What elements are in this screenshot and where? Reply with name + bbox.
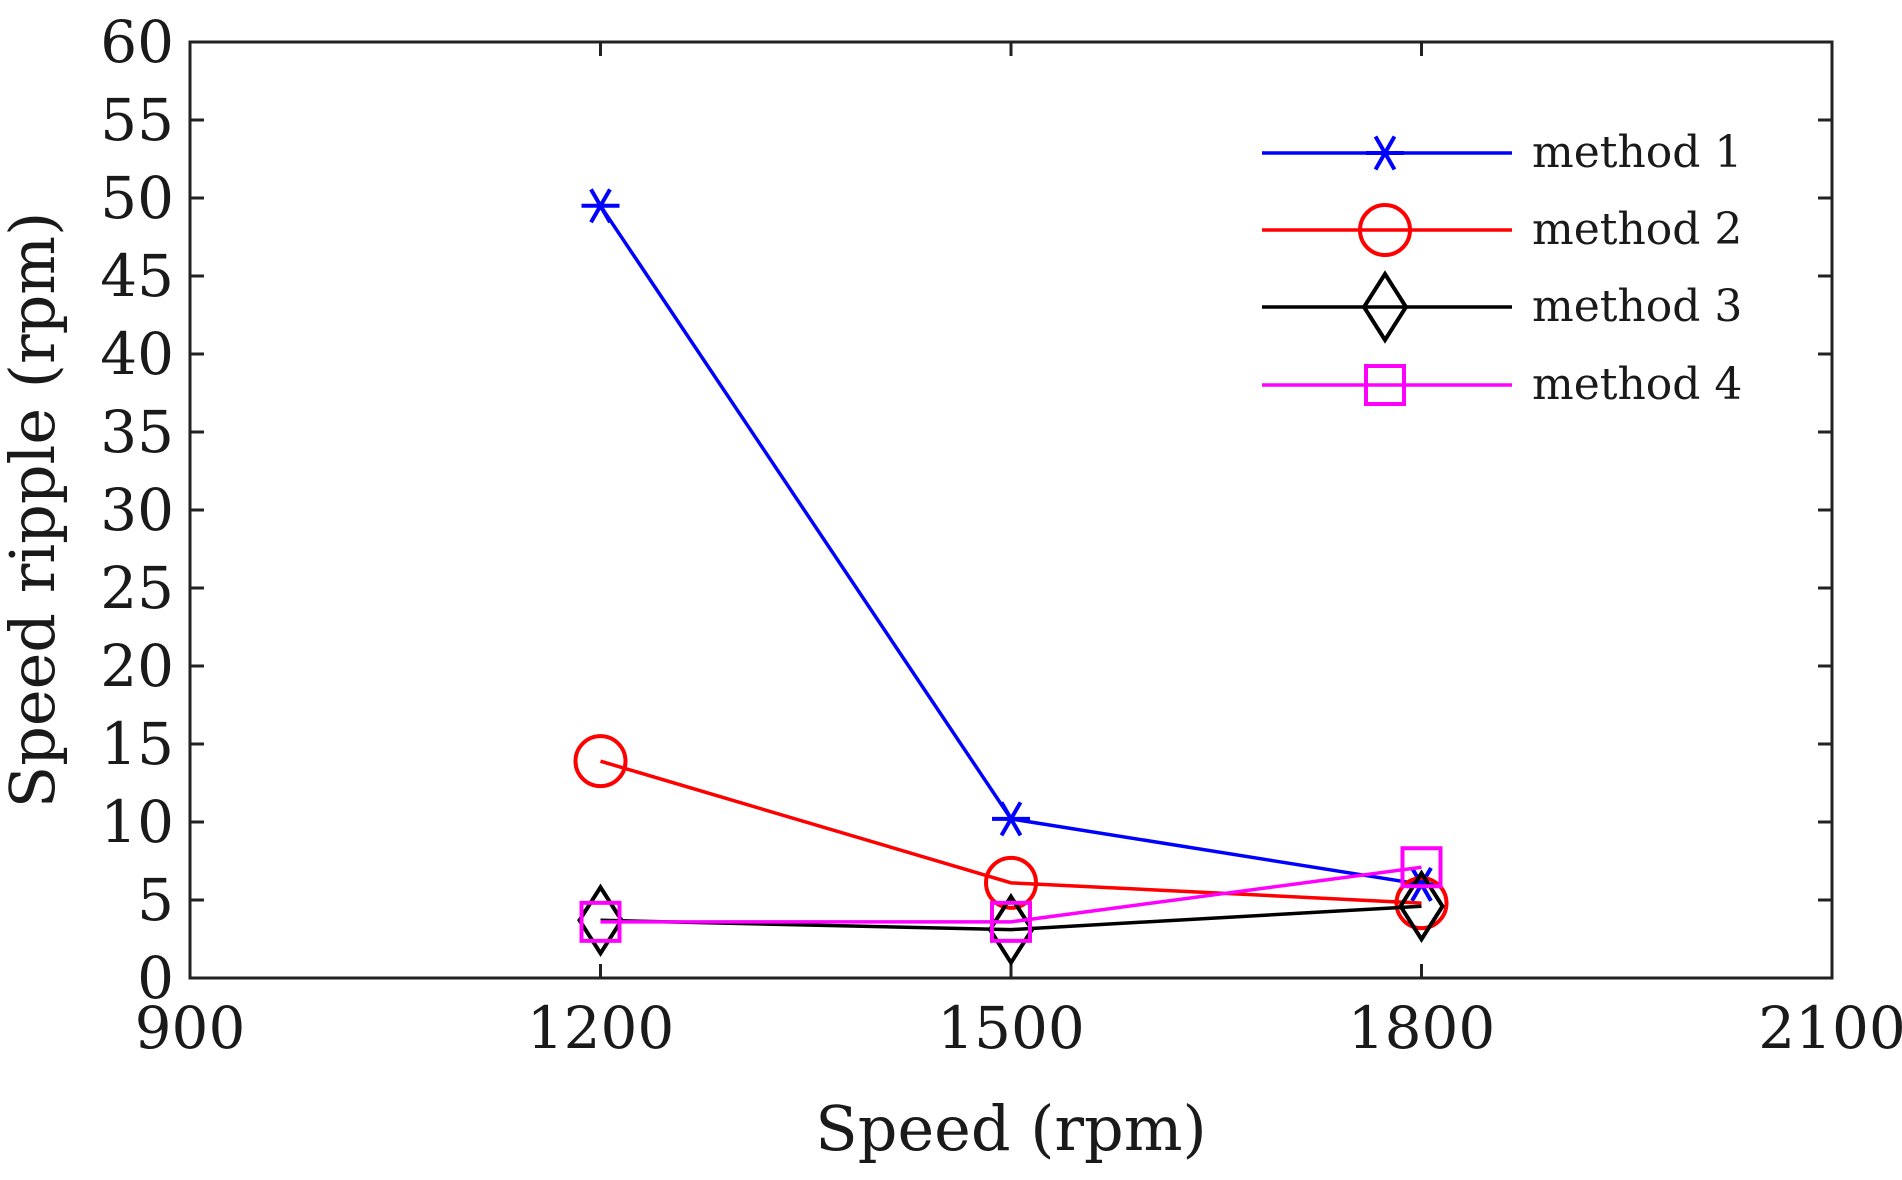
series-line xyxy=(600,759,1422,905)
data-point-asterisk xyxy=(581,188,620,224)
asterisk-stroke xyxy=(1373,135,1397,171)
x-axis: 900 1200 1500 1800 2100 xyxy=(135,42,1902,1062)
x-axis-label: Speed (rpm) xyxy=(815,1092,1206,1165)
series-method-1 xyxy=(581,188,1441,902)
legend-label: method 1 xyxy=(1532,127,1742,178)
asterisk-stroke xyxy=(589,188,612,224)
y-tick-label: 35 xyxy=(100,398,174,466)
legend-label: method 4 xyxy=(1532,359,1742,410)
x-tick-label: 900 xyxy=(135,994,246,1062)
plot-series xyxy=(573,188,1449,967)
data-point-square xyxy=(1400,846,1443,889)
data-point-circle xyxy=(1394,876,1449,931)
legend-marker-asterisk xyxy=(1366,135,1404,171)
y-tick-label: 55 xyxy=(100,86,174,154)
y-axis: 0 5 10 15 20 25 30 35 40 45 50 55 60 xyxy=(100,8,1832,1012)
y-tick-label: 25 xyxy=(100,554,174,622)
legend-label: method 3 xyxy=(1532,281,1742,332)
legend-item: method 4 xyxy=(1262,359,1742,410)
y-tick-label: 30 xyxy=(100,476,174,544)
x-tick-label: 1200 xyxy=(527,994,675,1062)
data-point-diamond xyxy=(577,883,624,958)
legend-marker-diamond xyxy=(1361,270,1409,344)
asterisk-stroke xyxy=(999,801,1023,837)
data-point-circle xyxy=(573,734,628,789)
legend-item: method 1 xyxy=(1262,127,1742,178)
series-method-3 xyxy=(577,869,1445,967)
series-line xyxy=(600,865,1422,924)
y-tick-label: 50 xyxy=(100,164,174,232)
y-tick-label: 10 xyxy=(100,788,174,856)
x-tick-label: 1500 xyxy=(937,994,1085,1062)
series-method-2 xyxy=(573,734,1449,931)
legend-label: method 2 xyxy=(1532,204,1742,255)
y-tick-label: 15 xyxy=(100,710,174,778)
y-tick-label: 40 xyxy=(100,320,174,388)
data-point-square xyxy=(579,900,622,943)
legend: method 1 method 2 method 3 method 4 xyxy=(1262,127,1742,410)
x-tick-label: 1800 xyxy=(1348,994,1496,1062)
data-point-diamond xyxy=(1398,869,1445,943)
legend-marker-square xyxy=(1364,364,1406,406)
series-method-4 xyxy=(579,846,1443,943)
y-tick-label: 45 xyxy=(100,242,174,310)
legend-marker-circle xyxy=(1358,203,1412,257)
data-point-asterisk xyxy=(992,801,1030,837)
data-point-square xyxy=(990,900,1032,943)
y-tick-label: 20 xyxy=(100,632,174,700)
y-tick-label: 0 xyxy=(137,944,174,1012)
data-point-circle xyxy=(984,855,1038,910)
legend-item: method 3 xyxy=(1262,270,1742,344)
y-tick-label: 5 xyxy=(137,866,174,934)
y-axis-label: Speed ripple (rpm) xyxy=(0,212,69,809)
plot-frame xyxy=(188,40,1834,980)
legend-item: method 2 xyxy=(1262,203,1742,257)
y-tick-label: 60 xyxy=(100,8,174,76)
x-tick-label: 2100 xyxy=(1758,994,1902,1062)
